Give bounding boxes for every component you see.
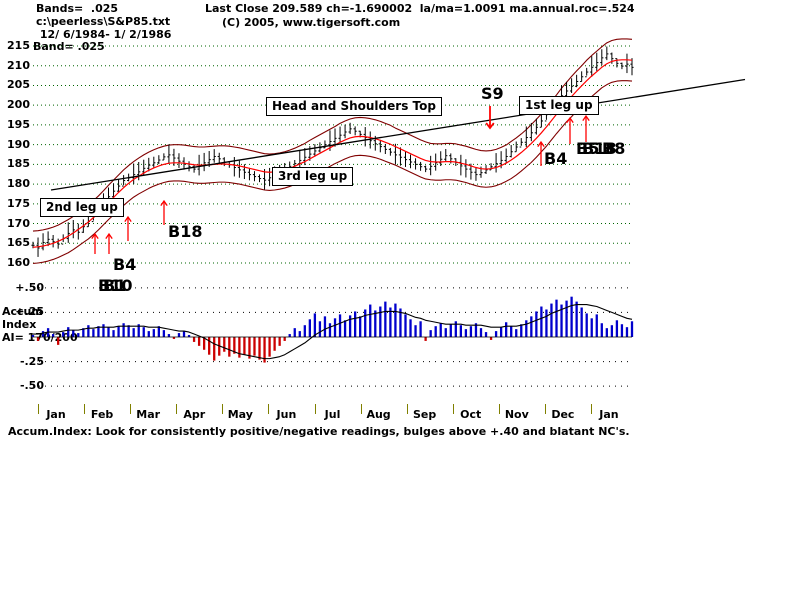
price-tick-175: 175	[7, 196, 30, 210]
accum-tick-+p50: +.50	[15, 280, 44, 294]
x-axis-tick	[360, 404, 362, 414]
price-tick-165: 165	[7, 236, 30, 250]
x-axis-tick	[452, 404, 454, 414]
price-tick-205: 205	[7, 78, 30, 92]
annotation-box-head-and-shoulders-top[interactable]: Head and Shoulders Top	[266, 97, 442, 116]
x-axis-label-jun-5: Jun	[276, 408, 297, 421]
x-axis-label-jan-12: Jan	[599, 408, 619, 421]
x-axis-tick	[84, 404, 86, 414]
price-tick-210: 210	[7, 58, 30, 72]
header-copyright: (C) 2005, www.tigersoft.com	[222, 16, 401, 29]
x-axis-label-feb-1: Feb	[90, 408, 114, 421]
signal-label-sell-s9-0: S9	[481, 84, 504, 103]
price-tick-180: 180	[7, 177, 30, 191]
price-tick-160: 160	[7, 256, 30, 269]
signal-label-buy-b5-6: B5	[576, 139, 600, 158]
x-axis-tick	[544, 404, 546, 414]
accum-tick--p25: -.25	[19, 354, 44, 368]
header-date-range: 12/ 6/1984- 1/ 2/1986	[36, 28, 172, 41]
x-axis-label-may-4: May	[227, 408, 253, 421]
price-tick-200: 200	[7, 98, 30, 112]
x-axis-tick	[176, 404, 178, 414]
signal-label-buy-b4-5: B4	[544, 149, 568, 168]
x-axis-label-sep-8: Sep	[413, 408, 437, 421]
accum-index-footnote: Accum.Index: Look for consistently posit…	[8, 425, 630, 438]
header-data-file-path: c:\peerless\S&P85.txt	[36, 15, 171, 28]
x-axis-label-aug-7: Aug	[366, 408, 391, 421]
annotation-box-2nd-leg-up[interactable]: 2nd leg up	[40, 198, 124, 217]
signal-label-buy-b1-4: B1	[103, 276, 127, 295]
accum-caption-line1: Accum	[2, 305, 43, 318]
x-axis-label-nov-10: Nov	[504, 408, 529, 421]
annotation-box-1st-leg-up[interactable]: 1st leg up	[519, 96, 599, 115]
accum-index-plot[interactable]	[31, 278, 634, 396]
x-axis-tick	[130, 404, 132, 414]
price-tick-195: 195	[7, 117, 30, 131]
x-axis-tick	[38, 404, 40, 414]
x-axis-month-labels: Jan Feb Mar Apr May Jun Jul Aug Sep Oct Nov Dec Jan	[33, 404, 632, 424]
x-axis-tick	[406, 404, 408, 414]
x-axis-label-oct-9: Oct	[460, 408, 482, 421]
price-tick-170: 170	[7, 216, 30, 230]
signal-label-buy-b18-7: B18	[582, 139, 617, 158]
annotation-box-3rd-leg-up[interactable]: 3rd leg up	[272, 167, 354, 186]
accum-tick--p50: -.50	[19, 379, 44, 393]
signal-label-buy-b8-8: B8	[602, 139, 626, 158]
accum-caption-line2: Index	[2, 318, 37, 331]
signal-label-buy-b4-2: B4	[113, 255, 137, 274]
x-axis-tick	[590, 404, 592, 414]
header-last-close-stats: Last Close 209.589 ch=-1.690002 la/ma=1.…	[205, 2, 635, 15]
x-axis-label-jan-0: Jan	[46, 408, 66, 421]
price-tick-190: 190	[7, 137, 30, 151]
signal-label-buy-b10-3: B10	[98, 276, 133, 295]
x-axis-tick	[268, 404, 270, 414]
price-tick-215: 215	[7, 39, 30, 52]
signal-label-buy-b18-1: B18	[168, 222, 203, 241]
x-axis-label-jul-6: Jul	[324, 408, 341, 421]
price-chart-plot[interactable]	[31, 38, 746, 264]
x-axis-label-dec-11: Dec	[551, 408, 575, 421]
price-tick-185: 185	[7, 157, 30, 171]
x-axis-tick	[314, 404, 316, 414]
accum-tick-+p25: +.25	[15, 305, 44, 319]
header-bands-setting: Bands= .025	[36, 2, 119, 15]
x-axis-label-mar-2: Mar	[136, 408, 161, 421]
x-axis-label-apr-3: Apr	[183, 408, 206, 421]
x-axis-tick	[498, 404, 500, 414]
x-axis-tick	[222, 404, 224, 414]
